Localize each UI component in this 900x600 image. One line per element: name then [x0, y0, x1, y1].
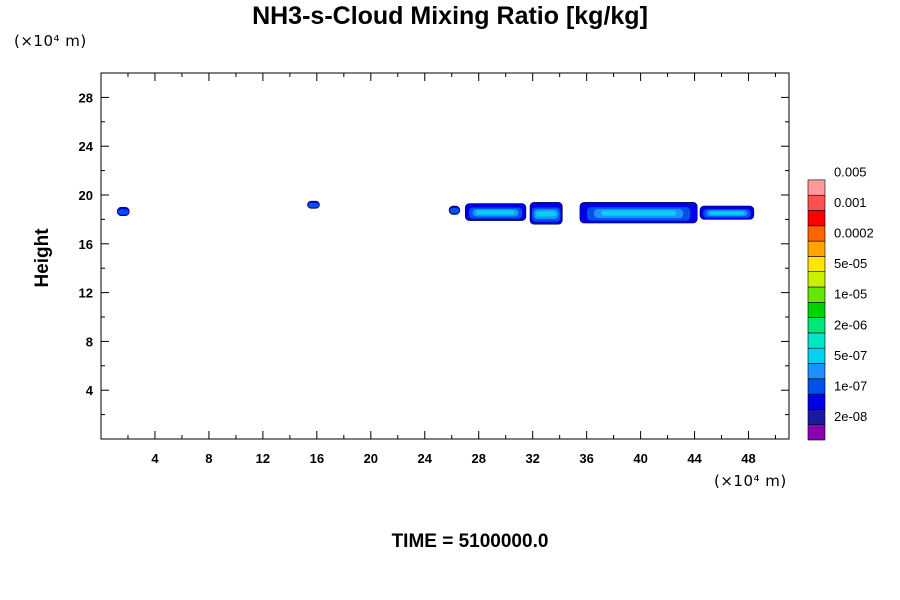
colorbar-swatch [807, 378, 826, 395]
colorbar-swatch [807, 347, 826, 364]
colorbar-label: 5e-05 [834, 256, 867, 271]
cloud-feature [464, 203, 527, 221]
x-tick-label: 40 [633, 451, 647, 466]
y-tick-label: 20 [79, 188, 93, 203]
cloud-feature [529, 202, 563, 225]
colorbar-swatch [807, 210, 826, 227]
colorbar-swatch [807, 332, 826, 349]
y-axis-unit: (×10⁴ m) [14, 32, 87, 50]
colorbar-swatch [807, 179, 826, 196]
y-tick-label: 4 [86, 383, 94, 398]
x-tick-label: 4 [151, 451, 159, 466]
contour-level [476, 210, 516, 215]
x-tick-label: 20 [364, 451, 378, 466]
cloud-feature [307, 200, 320, 209]
colorbar: 2e-08 1e-07 5e-07 2e-06 1e-05 5e-05 0.0002 0.00… [807, 164, 874, 441]
contour-level [117, 209, 129, 215]
colorbar-label: 0.001 [834, 195, 867, 210]
colorbar-swatch [807, 240, 826, 257]
x-tick-label: 28 [471, 451, 485, 466]
x-tick-label: 12 [256, 451, 270, 466]
cloud-feature [579, 202, 698, 224]
x-tick-label: 32 [525, 451, 539, 466]
cloud-feature [699, 205, 755, 220]
colorbar-swatch [807, 225, 826, 242]
colorbar-swatch [807, 393, 826, 410]
colorbar-label: 0.005 [834, 164, 867, 179]
cloud-feature [116, 206, 130, 216]
y-tick-label: 24 [79, 139, 94, 154]
colorbar-swatch [807, 424, 826, 441]
x-tick-label: 36 [579, 451, 593, 466]
chart-title: NH3-s-Cloud Mixing Ratio [kg/kg] [252, 2, 648, 30]
cloud-feature [448, 205, 461, 215]
colorbar-swatch [807, 256, 826, 272]
time-label: TIME = 5100000.0 [391, 531, 549, 552]
cloud-features [116, 200, 755, 225]
colorbar-swatch [807, 194, 826, 211]
colorbar-label: 5e-07 [834, 348, 867, 363]
contour-level [601, 210, 677, 216]
y-tick-label: 12 [79, 286, 93, 301]
contour-level [449, 207, 460, 214]
colorbar-label: 1e-07 [834, 378, 867, 393]
x-tick-label: 48 [741, 451, 755, 466]
x-tick-label: 44 [687, 451, 702, 466]
colorbar-swatch [807, 301, 826, 318]
colorbar-label: 1e-05 [834, 287, 867, 302]
colorbar-swatch [807, 363, 826, 380]
colorbar-swatch [807, 286, 826, 303]
colorbar-swatch [807, 271, 826, 288]
colorbar-label: 2e-06 [834, 317, 867, 332]
x-axis-unit: (×10⁴ m) [714, 472, 787, 490]
x-tick-label: 8 [205, 451, 212, 466]
colorbar-swatch [807, 409, 826, 425]
colorbar-label: 0.0002 [834, 225, 874, 240]
y-tick-label: 16 [79, 237, 93, 252]
plot-frame [100, 72, 790, 440]
colorbar-label: 2e-08 [834, 409, 867, 424]
y-tick-label: 8 [86, 334, 93, 349]
contour-level [709, 211, 745, 215]
contour-level [535, 211, 557, 217]
y-tick-label: 28 [79, 90, 93, 105]
contour-level [308, 202, 319, 208]
colorbar-swatch [807, 317, 826, 334]
x-tick-label: 24 [418, 451, 433, 466]
x-tick-label: 16 [310, 451, 324, 466]
